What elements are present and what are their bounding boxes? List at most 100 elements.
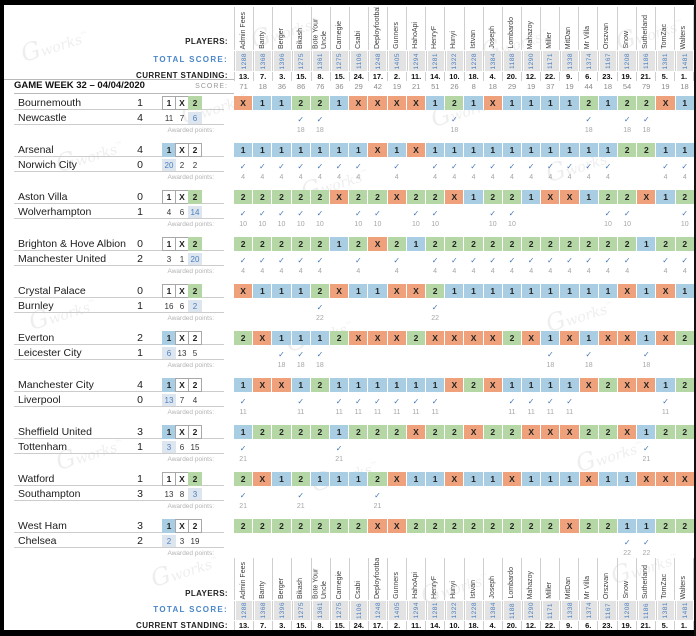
checks-row: ✓ ✓ ✓ ✓ ✓ ✓ ✓ ✓ ✓ ✓ ✓ ✓ ✓ ✓ [234, 209, 694, 219]
player-standing: 2. [387, 621, 406, 630]
check-cell-empty [618, 444, 636, 454]
points-cell-empty [407, 127, 425, 135]
prediction-cell: 1 [464, 143, 483, 157]
prediction-cell: 1 [502, 378, 522, 392]
prediction-cell: 1 [675, 284, 694, 298]
prediction-cell: 1 [618, 519, 637, 533]
check-cell-empty [618, 491, 636, 501]
prediction-cell: X [675, 472, 694, 486]
total-score-chip: 1288 [236, 51, 253, 71]
prediction-cell: X [522, 425, 541, 439]
player-standing: 2. [387, 72, 406, 81]
points-value: 11 [354, 409, 362, 416]
player-total-cell: 1106 [349, 51, 368, 71]
check-icon: ✓ [527, 256, 535, 265]
prediction-cell: X [387, 284, 406, 298]
prediction-cell: 2 [253, 190, 272, 204]
outcome-option-2: 2 [188, 96, 202, 110]
player-total-score: 1208 [624, 602, 632, 619]
total-score-chip: 1167 [600, 601, 617, 620]
prediction-cell: 2 [272, 519, 291, 533]
player-name-cell: Snow [616, 558, 636, 600]
check-cell-empty [349, 350, 367, 360]
prediction-cell: 2 [541, 519, 560, 533]
points-cell-empty [503, 362, 521, 370]
prediction-cell: 1 [272, 331, 291, 345]
prediction-cell: 1 [406, 237, 426, 251]
check-icon: ✓ [297, 397, 305, 406]
check-cell-empty [388, 350, 406, 360]
prediction-cell: 2 [310, 284, 330, 298]
total-score-chip: 1248 [370, 51, 387, 71]
points-value: 21 [642, 456, 651, 463]
prediction-cell: 2 [675, 237, 694, 251]
prediction-cell: X [656, 96, 675, 110]
points-cell-empty [426, 456, 444, 464]
outcome-counts: 2 3 19 [162, 535, 201, 547]
prediction-cell: 1 [426, 96, 445, 110]
player-name: Berger [278, 577, 286, 599]
check-cell-empty [676, 444, 694, 454]
header-total-scores-row: 1288 1368 1396 1275 1361 1275 1106 1248 1405 1294… [234, 51, 694, 71]
points-cell-empty [560, 315, 578, 323]
prediction-cell: X [368, 331, 387, 345]
points-value: 4 [606, 174, 610, 181]
points-cell-empty [253, 409, 271, 417]
prediction-cell: X [253, 378, 272, 392]
player-total-score: 1338 [566, 602, 574, 619]
prediction-cell: X [387, 96, 406, 110]
check-cell-empty [426, 350, 444, 360]
points-cell-empty [484, 550, 502, 558]
check-icon: ✓ [450, 115, 458, 124]
points-row: 4 4 4 4 4 4 4 4 4 4 4 4 4 4 4 4 4 4 4 4 [234, 268, 694, 276]
check-icon: ✓ [393, 162, 401, 171]
check-cell-empty [618, 350, 636, 360]
prediction-cell: 2 [310, 237, 330, 251]
check-icon: ✓ [508, 162, 516, 171]
check-icon: ✓ [374, 209, 381, 218]
prediction-cell: 2 [291, 96, 310, 110]
prediction-cell: 1 [330, 378, 349, 392]
home-team-row: Everton 2 [14, 331, 224, 345]
prediction-cell: 1 [522, 143, 541, 157]
away-team-score: 4 [137, 112, 143, 124]
total-score-chip: 1106 [351, 51, 368, 71]
points-value: 22 [623, 550, 632, 557]
player-week-score: 19 [565, 82, 574, 91]
prediction-cell: X [387, 519, 406, 533]
points-value: 4 [663, 268, 668, 275]
prediction-cell: X [330, 284, 349, 298]
check-cell-empty [484, 115, 502, 125]
player-name: Joseph [488, 26, 496, 49]
player-total-cell: 1171 [540, 601, 560, 620]
players-label: PLAYERS: [185, 37, 228, 46]
away-team-name: Tottenham [18, 441, 68, 453]
check-cell-empty [388, 444, 406, 454]
check-icon: ✓ [412, 397, 420, 406]
prediction-cell: 2 [464, 519, 483, 533]
check-cell-empty [368, 538, 386, 548]
check-cell-empty [426, 538, 444, 548]
outcome-option-1: 1 [162, 96, 176, 110]
prediction-cell: X [502, 472, 522, 486]
outcome-count-2: 14 [188, 206, 202, 218]
player-name-cell: Joseph [482, 7, 502, 50]
prediction-cell: 2 [483, 425, 502, 439]
player-name-cell: Gunners [387, 558, 406, 600]
player-name-cell: Mahazoy [520, 558, 540, 600]
check-cell-empty [464, 397, 482, 407]
points-cell-empty [368, 315, 386, 323]
points-value: 4 [682, 268, 687, 275]
outcome-option-X: X [175, 378, 189, 392]
points-value: 18 [316, 362, 324, 369]
prediction-cell: 1 [579, 284, 598, 298]
points-value: 10 [277, 221, 286, 228]
away-team-score: 2 [137, 253, 143, 265]
prediction-cell: X [560, 331, 579, 345]
prediction-cell: X [656, 284, 675, 298]
prediction-cell: 1 [349, 472, 368, 486]
check-icon: ✓ [508, 397, 516, 406]
points-value: 21 [296, 503, 305, 510]
player-total-score: 1396 [278, 52, 286, 70]
